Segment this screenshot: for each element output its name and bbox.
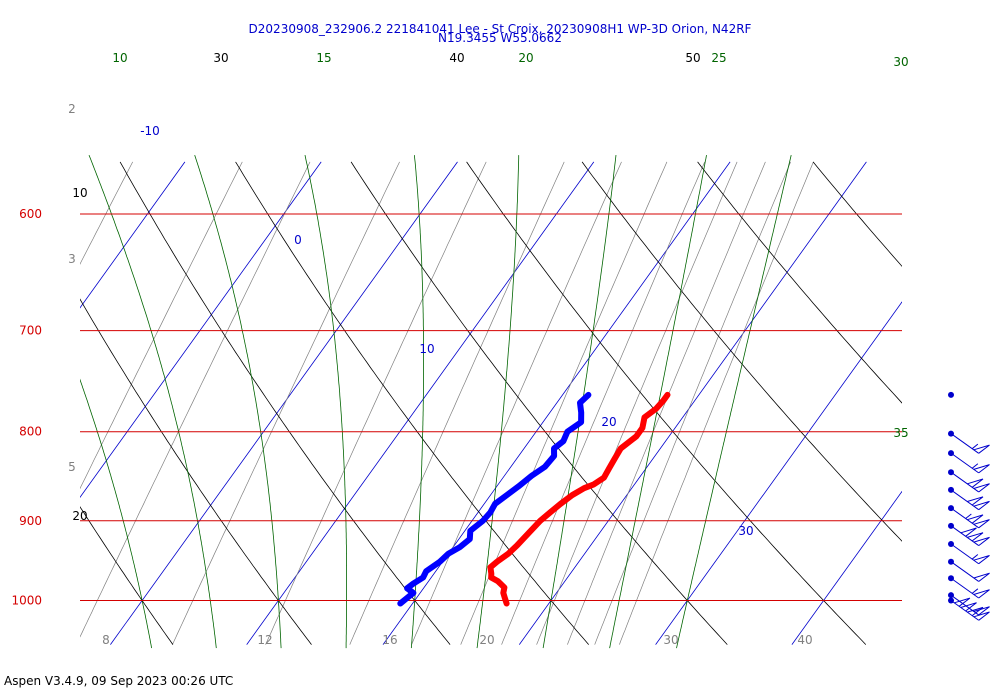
moist-adiabat-line: [80, 378, 152, 649]
mixing-ratio-label: 8: [102, 633, 110, 647]
wind-barb: [948, 522, 990, 546]
dry-adiabat-label: 10: [72, 186, 87, 200]
wind-barbs: [948, 391, 990, 621]
isotherm-line: [80, 161, 186, 309]
dry-adiabat-line: [350, 161, 728, 645]
isobar-label-900: 900: [19, 514, 42, 528]
isotherm-line: [246, 161, 595, 645]
wind-barb: [948, 505, 990, 529]
chart-title-line1: D20230908_232906.2 221841041 Lee - St Cr…: [249, 22, 752, 36]
moist-adiabat-label: 30: [893, 55, 908, 69]
moist-adiabat-line: [542, 155, 617, 649]
moist-adiabat-label: 35: [893, 426, 908, 440]
dry-adiabat-label: 20: [72, 509, 87, 523]
mixing-ratio-line: [619, 161, 814, 645]
dry-adiabat-label: 30: [213, 51, 228, 65]
isotherm-line: [382, 161, 731, 645]
dry-adiabat-label: 40: [449, 51, 464, 65]
wind-barb: [948, 597, 990, 621]
moist-adiabat-label: 25: [711, 51, 726, 65]
chart-grid: [0, 154, 1000, 649]
dry-adiabat-line: [812, 161, 902, 267]
moist-adiabat-line: [676, 155, 792, 649]
dry-adiabat-line: [0, 162, 34, 645]
mixing-ratio-label: 2: [68, 102, 76, 116]
mixing-ratio-line: [411, 161, 622, 645]
wind-barb: [948, 540, 990, 565]
moist-adiabat-label: 10: [112, 51, 127, 65]
mixing-ratio-line: [460, 161, 668, 645]
mixing-ratio-label: 5: [68, 460, 76, 474]
moist-adiabat-line: [88, 154, 217, 649]
moist-adiabat-line: [476, 155, 520, 649]
moist-adiabat-line: [304, 155, 348, 649]
isotherm-line: [110, 161, 458, 645]
isotherm-label: 20: [601, 415, 616, 429]
wind-barb: [948, 391, 954, 398]
wind-barb: [948, 450, 990, 474]
isobar-label-600: 600: [19, 207, 42, 221]
dry-adiabat-line: [929, 162, 1000, 645]
mixing-ratio-line: [80, 161, 243, 490]
mixing-ratio-line: [594, 161, 791, 645]
mixing-ratio-line: [536, 161, 738, 645]
isotherm-line: [655, 301, 902, 645]
mixing-ratio-line: [501, 161, 706, 645]
dry-adiabat-label: 50: [685, 51, 700, 65]
isobar-label-800: 800: [19, 425, 42, 439]
dewpoint-profile: [397, 391, 592, 607]
chart-title-line2: N19.3455 W55.0662: [438, 31, 562, 45]
mixing-ratio-line: [567, 161, 766, 645]
footer-version: Aspen V3.4.9, 09 Sep 2023 00:26 UTC: [4, 674, 234, 688]
dry-adiabat-line: [80, 506, 174, 645]
isotherm-line: [928, 162, 1000, 645]
mixing-ratio-line: [80, 161, 311, 638]
mixing-ratio-label: 12: [257, 633, 272, 647]
wind-barb: [948, 469, 990, 493]
wind-barb: [948, 575, 990, 599]
temperature-axis-label: 30: [663, 633, 678, 647]
isobar-lines: [80, 213, 902, 601]
isotherm-line: [518, 161, 867, 645]
isobar-label-1000: 1000: [11, 594, 42, 608]
moist-adiabat-line: [609, 155, 707, 649]
wind-barb: [948, 558, 990, 582]
sounding-profiles: [397, 391, 671, 607]
mixing-ratio-line: [349, 161, 565, 645]
dry-adiabat-line: [697, 161, 902, 404]
dry-adiabat-line: [119, 161, 451, 645]
isotherm-label: 10: [419, 342, 434, 356]
isotherm-line: [791, 490, 902, 645]
temperature-axis-label: 20: [479, 633, 494, 647]
mixing-ratio-line: [265, 161, 487, 645]
mixing-ratio-label: 3: [68, 252, 76, 266]
dry-adiabat-line: [80, 298, 312, 645]
temperature-profile: [487, 391, 671, 607]
dry-adiabat-line: [581, 161, 902, 542]
isobar-label-700: 700: [19, 324, 42, 338]
wind-barb: [948, 486, 990, 511]
isotherm-line: [0, 162, 49, 645]
mixing-ratio-line: [80, 161, 134, 265]
dry-adiabat-line: [235, 161, 590, 645]
isotherm-label: -10: [140, 124, 160, 138]
moist-adiabat-line: [194, 154, 282, 649]
mixing-ratio-line: [172, 161, 400, 645]
moist-adiabat-label: 20: [518, 51, 533, 65]
isotherm-line: [80, 161, 322, 499]
isotherm-label: 0: [294, 233, 302, 247]
dry-adiabat-line: [466, 161, 867, 645]
temperature-axis-label: 40: [797, 633, 812, 647]
moist-adiabat-label: 15: [316, 51, 331, 65]
mixing-ratio-label: 16: [382, 633, 397, 647]
wind-barb: [948, 430, 990, 454]
isotherm-label: 30: [738, 524, 753, 538]
